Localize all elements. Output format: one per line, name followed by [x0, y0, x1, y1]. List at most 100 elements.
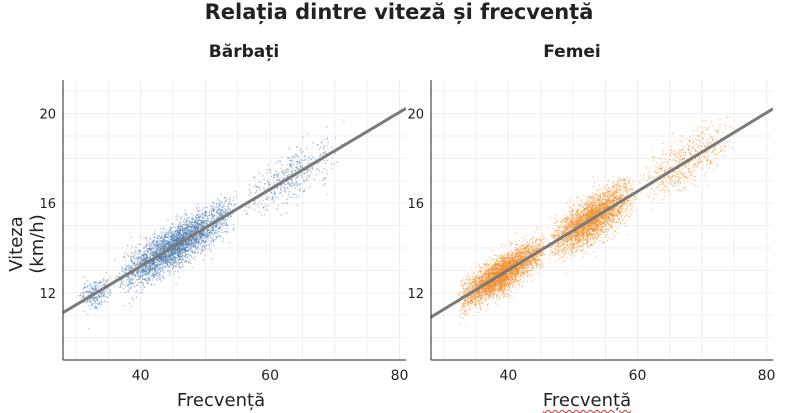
data-point — [174, 251, 177, 254]
data-point — [194, 228, 197, 230]
data-point — [160, 257, 162, 259]
data-point — [88, 291, 91, 294]
data-point — [291, 163, 293, 165]
data-point — [133, 262, 136, 264]
data-point — [208, 211, 211, 214]
data-point — [298, 155, 300, 158]
data-point — [155, 245, 157, 247]
data-point — [141, 282, 144, 285]
data-point — [151, 247, 153, 249]
data-point — [145, 257, 148, 260]
data-point — [158, 276, 160, 278]
data-point — [146, 247, 148, 250]
data-point — [230, 215, 232, 217]
data-point — [191, 239, 193, 242]
data-point — [176, 237, 179, 239]
data-point — [158, 251, 161, 254]
data-point — [194, 225, 196, 228]
data-point — [171, 252, 173, 255]
data-point — [174, 261, 177, 264]
data-point — [144, 278, 147, 281]
data-point — [207, 220, 209, 222]
data-point — [84, 291, 87, 293]
data-point — [168, 265, 170, 268]
data-point — [170, 231, 173, 233]
data-point — [188, 224, 190, 227]
data-point — [99, 292, 102, 294]
data-point — [220, 208, 222, 211]
data-point — [157, 247, 160, 249]
data-point — [143, 270, 145, 272]
data-point — [141, 271, 144, 273]
data-point — [172, 239, 175, 242]
data-point — [186, 243, 188, 246]
data-point — [154, 251, 156, 253]
data-point — [159, 249, 161, 251]
data-point — [196, 227, 199, 230]
data-point — [168, 257, 170, 259]
data-point — [218, 222, 221, 225]
data-point — [200, 221, 202, 223]
data-point — [198, 233, 201, 235]
data-point — [168, 271, 171, 274]
data-point — [177, 238, 180, 240]
data-point — [189, 229, 192, 231]
data-point — [210, 214, 213, 216]
data-point — [215, 226, 217, 228]
data-point — [306, 171, 308, 174]
data-point — [195, 237, 198, 240]
data-point — [167, 219, 169, 221]
data-point — [141, 278, 144, 281]
data-point — [200, 227, 202, 229]
data-point — [186, 232, 189, 235]
data-point — [155, 259, 157, 261]
data-point — [176, 248, 178, 250]
data-point — [164, 260, 166, 262]
data-point — [324, 176, 326, 179]
data-point — [186, 218, 188, 221]
data-point — [160, 237, 162, 239]
data-point — [150, 262, 153, 265]
data-point — [204, 214, 207, 216]
data-point — [197, 226, 199, 229]
data-point — [158, 262, 160, 265]
data-point — [148, 247, 150, 250]
data-point — [228, 202, 230, 204]
data-point — [156, 252, 159, 255]
data-point — [145, 256, 147, 259]
data-point — [87, 313, 89, 315]
data-point — [273, 200, 275, 203]
data-point — [295, 180, 298, 183]
data-point — [195, 225, 197, 228]
data-point — [171, 233, 174, 235]
data-point — [101, 292, 104, 295]
data-point — [138, 250, 140, 253]
data-point — [136, 262, 138, 265]
data-point — [284, 186, 286, 188]
data-point — [150, 249, 153, 251]
data-point — [104, 295, 106, 297]
data-point — [158, 242, 161, 244]
data-point — [204, 213, 206, 216]
data-point — [326, 193, 328, 196]
data-point — [158, 248, 160, 251]
data-point — [181, 229, 184, 231]
data-point — [121, 268, 124, 270]
data-point — [169, 255, 172, 257]
data-point — [143, 258, 145, 261]
data-point — [154, 275, 156, 278]
data-point — [218, 215, 220, 218]
data-point — [179, 250, 181, 252]
data-point — [107, 287, 109, 289]
data-point — [200, 253, 202, 255]
data-point — [169, 232, 172, 235]
data-point — [331, 146, 333, 149]
data-point — [202, 249, 205, 251]
data-point — [498, 298, 501, 300]
data-point — [150, 264, 153, 266]
data-point — [229, 198, 231, 201]
data-point — [298, 174, 300, 177]
data-point — [129, 287, 132, 290]
data-point — [152, 251, 154, 254]
data-point — [234, 191, 236, 193]
